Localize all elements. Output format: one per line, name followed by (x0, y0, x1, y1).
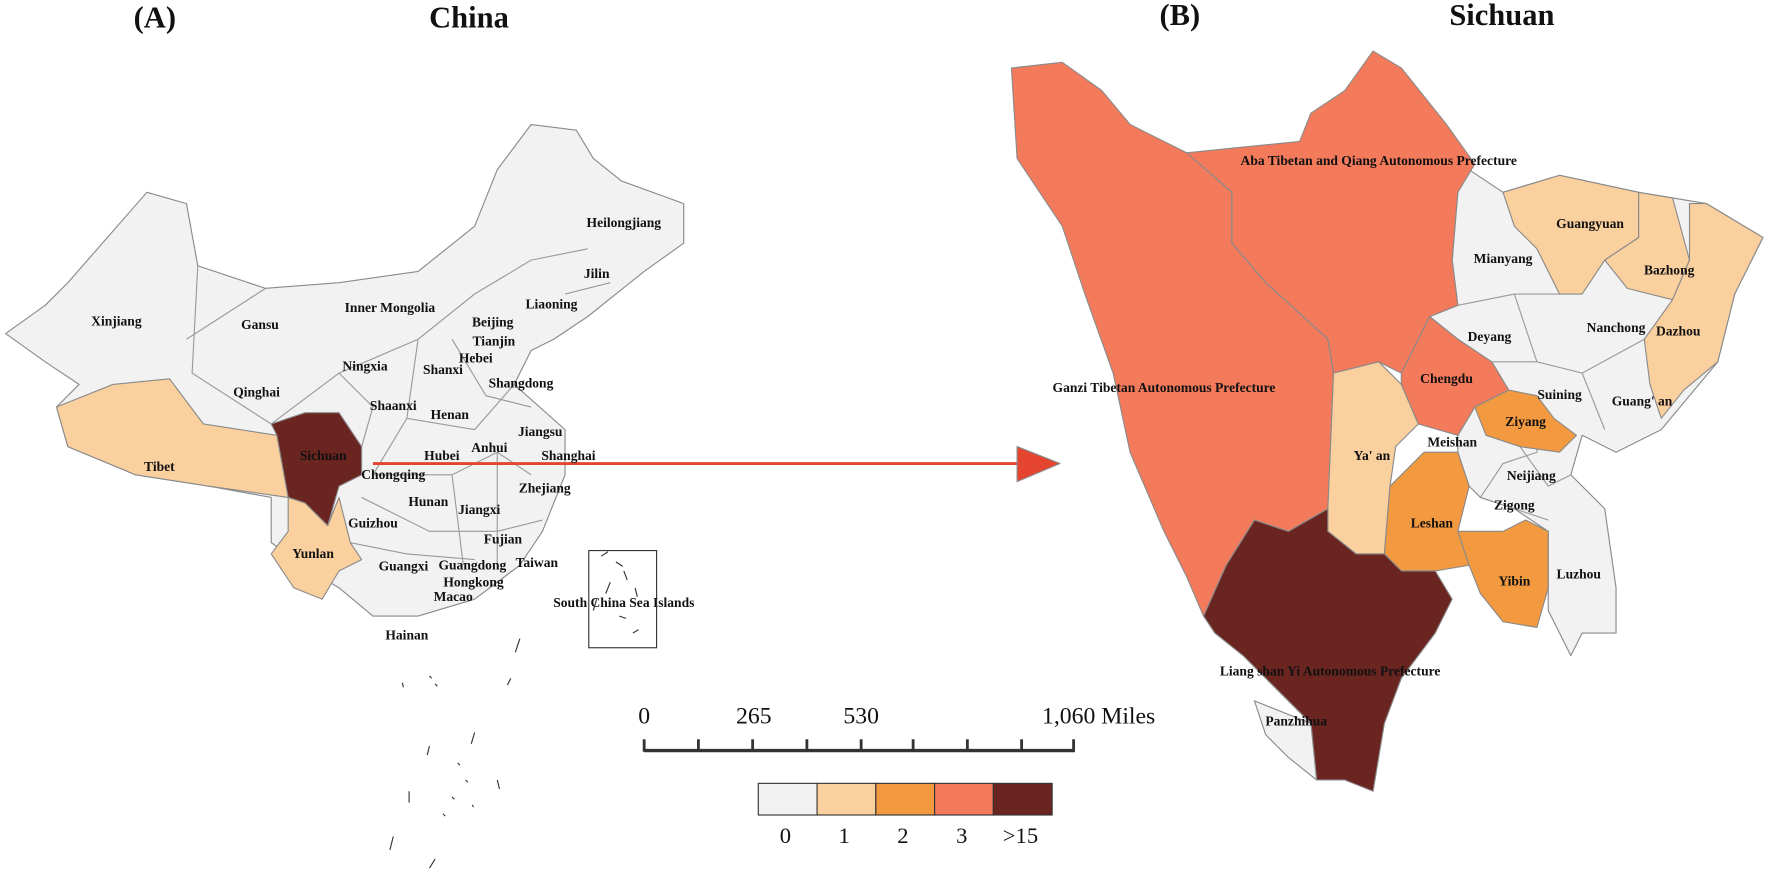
region-label: Neijiang (1507, 468, 1556, 483)
region-label: Shaanxi (370, 398, 417, 413)
scale-bar: 0 265 530 1,060 Miles (638, 703, 1155, 753)
region (1400, 316, 1510, 436)
region-label: Gansu (241, 317, 279, 332)
region-label: Zigong (1494, 498, 1535, 513)
sea-inset (389, 549, 658, 869)
region-label: Guangyuan (1556, 216, 1624, 231)
shapes (5, 50, 1764, 792)
region-label: Ganzi Tibetan Autonomous Prefecture (1053, 380, 1276, 395)
region-label: Hainan (385, 628, 428, 643)
legend-label: 0 (780, 823, 791, 848)
region-label: Tibet (144, 459, 175, 474)
region-label: Hubei (424, 448, 460, 463)
legend: 0 1 2 3 >15 (757, 782, 1053, 848)
region-label: Shangdong (489, 376, 554, 391)
arrow-head (1016, 446, 1061, 483)
legend-label: >15 (1003, 823, 1038, 848)
prefecture-borders (1457, 293, 1645, 521)
region (1474, 389, 1578, 453)
legend-swatch (875, 782, 936, 816)
region-label: Henan (431, 407, 470, 422)
region-label: Leshan (1411, 516, 1454, 531)
scale-label: 530 (843, 703, 879, 729)
panel-label: (B) (1159, 0, 1200, 32)
scale-label: 0 (638, 703, 650, 729)
legend-swatch (816, 782, 877, 816)
region (1202, 508, 1453, 792)
region-label: Shanxi (423, 362, 463, 377)
region (1604, 191, 1691, 301)
region (1502, 174, 1640, 295)
region-label: Inner Mongolia (345, 300, 436, 315)
region-label: Fujian (484, 531, 523, 546)
region-label: Chongqing (361, 467, 425, 482)
region-label: Ningxia (342, 359, 387, 374)
panel-label: (A) (134, 0, 176, 34)
region-label: Hongkong (443, 574, 503, 589)
legend-swatch (992, 782, 1053, 816)
region-label: Mianyang (1474, 251, 1533, 266)
region-label: Yunlan (292, 546, 334, 561)
legend-label: 3 (956, 823, 967, 848)
region-label: Guangdong (438, 557, 506, 572)
panel-title: Sichuan (1449, 0, 1554, 32)
region-label: Beijing (472, 315, 514, 330)
region-label: Luzhou (1557, 567, 1602, 582)
legend-label: 1 (839, 823, 850, 848)
scale-label: 1,060 Miles (1042, 703, 1155, 729)
region-label: Qinghai (233, 385, 280, 400)
region-label: Bazhong (1644, 263, 1695, 278)
region-label: Deyang (1468, 329, 1512, 344)
region-label: Jiangxi (458, 502, 500, 517)
region-label: Guizhou (348, 516, 398, 531)
region (1253, 700, 1318, 781)
region-label: Anhui (471, 440, 507, 455)
region-label: Liang shan Yi Autonomous Prefecture (1220, 664, 1441, 679)
region-label: Ya' an (1354, 448, 1391, 463)
region-label: Shanghai (541, 448, 595, 463)
region-label: South China Sea Islands (553, 595, 694, 610)
region-label: Macao (434, 589, 473, 604)
region (270, 496, 363, 600)
region-label: Dazhou (1656, 324, 1701, 339)
region (1383, 451, 1470, 572)
legend-label: 2 (897, 823, 908, 848)
region-label: Chengdu (1420, 371, 1473, 386)
region-label: Yibin (1498, 573, 1530, 588)
region-label: Panzhihua (1265, 713, 1327, 728)
region (1643, 203, 1764, 419)
scale-label: 265 (736, 703, 772, 729)
region (270, 412, 363, 527)
region-label: Guangxi (379, 559, 429, 574)
region-label: Taiwan (516, 555, 559, 570)
region-label: Xinjiang (91, 313, 142, 328)
region-label: Sichuan (300, 448, 347, 463)
region-label: Heilongjiang (587, 215, 662, 230)
region-label: Tianjin (473, 334, 516, 349)
region-label: Jiangsu (518, 424, 563, 439)
legend-swatch (757, 782, 818, 816)
legend-swatch (934, 782, 994, 816)
region-label: Hunan (408, 494, 448, 509)
region-label: Zhejiang (519, 481, 571, 496)
region-label: Jilin (584, 266, 610, 281)
region-label: Guang' an (1612, 394, 1673, 409)
region-label: Ziyang (1505, 414, 1546, 429)
region-label: Suining (1537, 387, 1582, 402)
region-label: Hebei (459, 351, 493, 366)
region-label: Meishan (1427, 434, 1477, 449)
region-label: Nanchong (1587, 320, 1646, 335)
region (1457, 519, 1549, 628)
region-label: Aba Tibetan and Qiang Autonomous Prefect… (1241, 153, 1517, 168)
panel-title: China (429, 0, 509, 34)
labels: (A) China (B) Sichuan Xinjiang Gansu Inner… (91, 0, 1701, 728)
region-label: Liaoning (526, 296, 578, 311)
